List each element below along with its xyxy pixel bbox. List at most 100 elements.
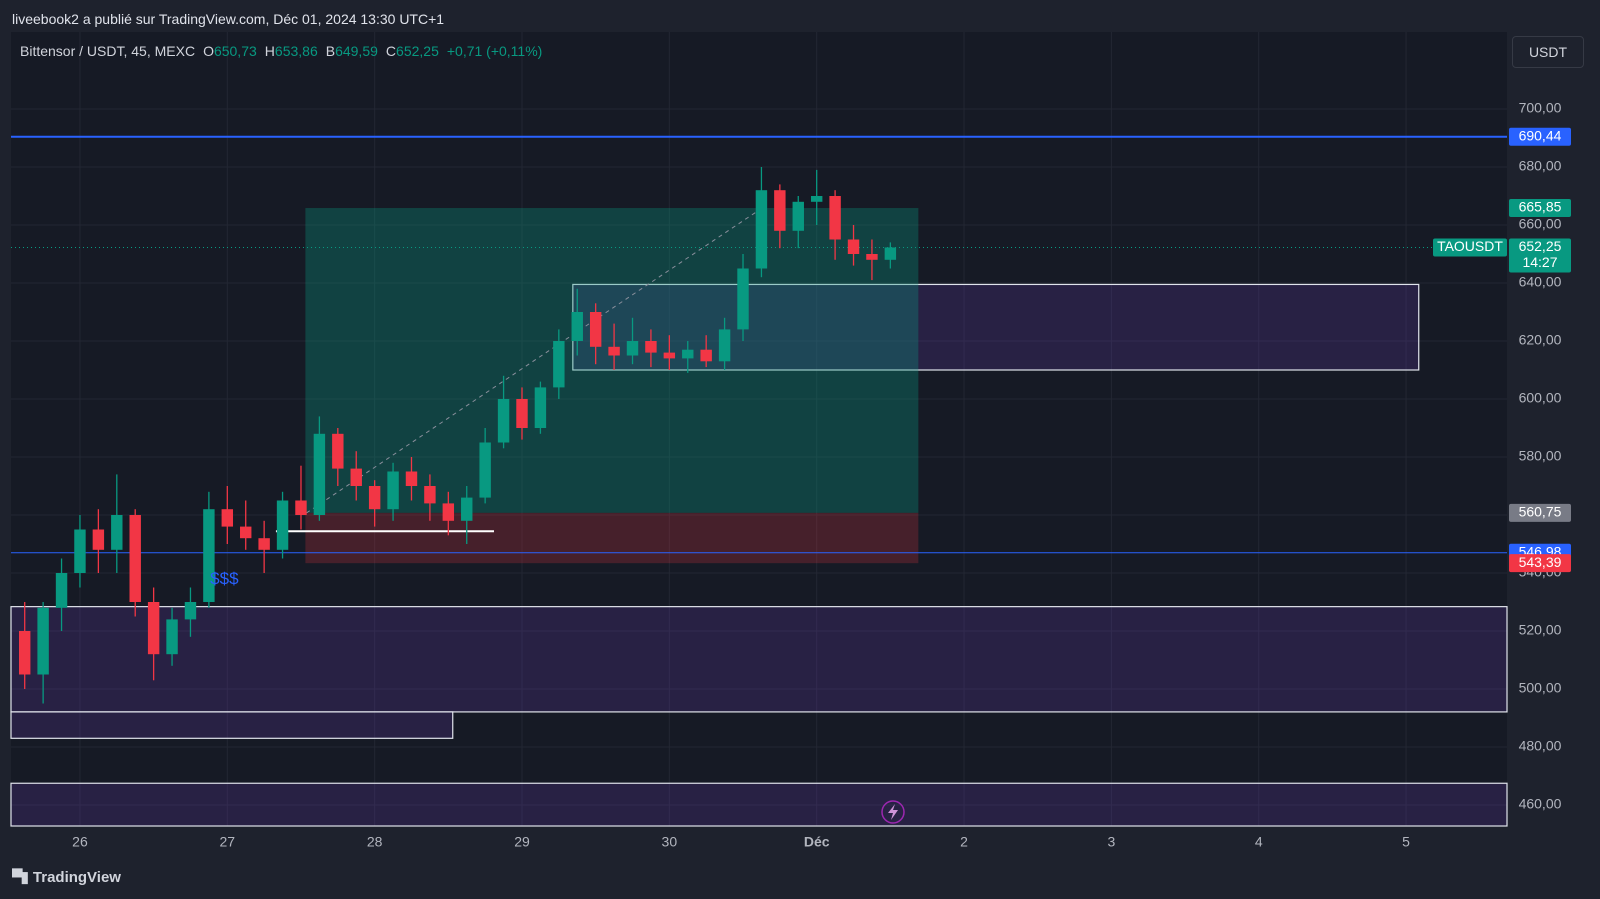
stop-tag-bg: [1509, 554, 1571, 573]
candle-body: [129, 515, 141, 603]
x-tick-label: 5: [1402, 834, 1410, 850]
y-tick-label: 700,00: [1519, 100, 1562, 116]
annotation: $$$: [210, 569, 239, 588]
candle-body: [295, 500, 307, 516]
candle-body: [810, 195, 823, 202]
candle-body: [571, 311, 583, 341]
candle-body: [313, 433, 326, 516]
published-line: liveebook2 a publié sur TradingView.com,…: [12, 11, 445, 27]
y-tick-label: 600,00: [1519, 390, 1562, 406]
candle-body: [663, 352, 676, 359]
drawing-line: [306, 206, 764, 514]
zone: [10, 782, 1508, 827]
zone: [572, 283, 1420, 371]
x-tick-label: 4: [1255, 834, 1263, 850]
ohlc-key: B: [325, 43, 336, 59]
candle-body: [221, 509, 234, 527]
candle-body: [718, 329, 731, 362]
position-loss: [305, 512, 919, 564]
x-tick-label: 2: [960, 834, 968, 850]
position-profit: [305, 208, 919, 513]
brand: ▀▮ TradingView: [12, 868, 121, 886]
stop-tag: 543,39: [1519, 554, 1562, 570]
ohlc-value: 653,86: [274, 43, 318, 59]
candle-body: [368, 486, 381, 510]
candle-body: [18, 631, 31, 675]
zone: [10, 606, 1508, 713]
candle-body: [700, 349, 712, 362]
symbol-tag-bg: [1433, 238, 1507, 257]
y-tick-label: 460,00: [1519, 796, 1562, 812]
x-tick-label: 30: [662, 834, 678, 850]
ohlc-key: H: [264, 43, 275, 59]
candle-body: [829, 195, 841, 240]
ohlc-value: 652,25: [396, 43, 439, 59]
layers: 460,00480,00500,00520,00540,00560,00580,…: [10, 32, 1571, 850]
candle-body: [424, 486, 436, 504]
candle-body: [332, 433, 344, 469]
candle-body: [755, 190, 768, 269]
event-icon[interactable]: [881, 800, 905, 824]
zone: [10, 711, 454, 739]
event-bolt: [888, 804, 898, 820]
x-tick-label: 27: [220, 834, 236, 850]
candle-body: [37, 607, 49, 675]
candle-body: [240, 526, 252, 539]
candle-body: [350, 468, 362, 487]
candle-body: [589, 311, 602, 347]
y-tick-label: 500,00: [1519, 680, 1562, 696]
y-tick-label: 520,00: [1519, 622, 1562, 638]
candle-body: [534, 387, 547, 428]
currency-button[interactable]: USDT: [1512, 36, 1584, 68]
last-price-tag: 652,25: [1519, 238, 1562, 254]
candle-body: [682, 349, 694, 359]
candle-body: [74, 529, 86, 574]
ohlc-value: 649,59: [335, 43, 378, 59]
ohlc-key: C: [385, 43, 397, 59]
candle-body: [774, 190, 786, 231]
price-axis: [1507, 32, 1600, 826]
candle-body: [553, 340, 565, 388]
last-price-bg: [1509, 238, 1571, 273]
candle-body: [461, 497, 473, 521]
x-tick-label: 26: [72, 834, 88, 850]
ohlc-key: O: [203, 43, 214, 59]
entry-tag-bg: [1509, 503, 1571, 522]
brand-text: TradingView: [32, 869, 121, 886]
candle-body: [847, 239, 860, 254]
candle-body: [792, 201, 804, 231]
x-tick-label: 28: [367, 834, 383, 850]
target-tag-bg: [1509, 199, 1571, 218]
candle-body: [387, 471, 399, 510]
x-tick-label: Déc: [804, 834, 830, 850]
candle-body: [111, 515, 123, 550]
candle-body: [92, 529, 105, 550]
target-tag: 665,85: [1519, 199, 1562, 215]
candle-body: [626, 340, 639, 356]
legend: Bittensor / USDT, 45, MEXC O650,73 H653,86…: [20, 43, 542, 59]
candle-body: [442, 503, 455, 521]
x-tick-label: 29: [514, 834, 530, 850]
change: +0,71 (+0,11%): [446, 43, 543, 59]
candle-body: [608, 346, 620, 356]
candle-body: [147, 602, 160, 655]
candle-body: [55, 573, 68, 608]
logo: ▀▮: [12, 869, 29, 886]
level-tag-bg: [1509, 127, 1571, 146]
level-tag: 690,44: [1519, 127, 1562, 143]
y-tick-label: 480,00: [1519, 738, 1562, 754]
candle-body: [184, 602, 197, 620]
candle-body: [203, 509, 215, 603]
candle-body: [166, 619, 178, 655]
plot-area: [11, 32, 1507, 826]
y-tick-label: 660,00: [1519, 216, 1562, 232]
y-tick-label: 640,00: [1519, 274, 1562, 290]
symbol-tag: TAOUSDT: [1437, 238, 1503, 254]
candle-body: [258, 538, 270, 550]
candle-body: [497, 398, 510, 443]
countdown: 14:27: [1522, 254, 1557, 270]
